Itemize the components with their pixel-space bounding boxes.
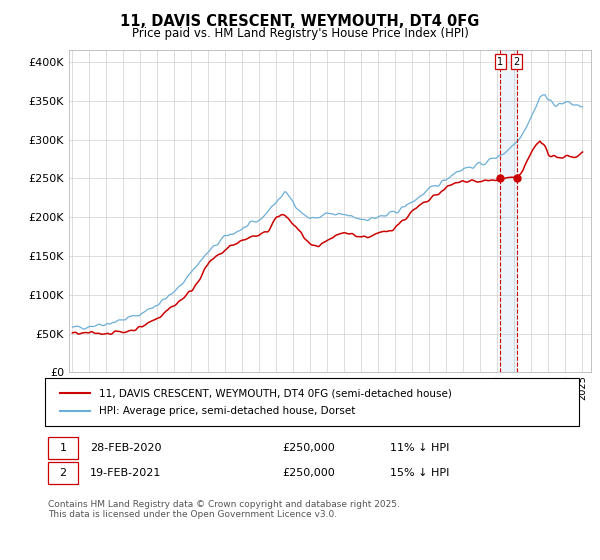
- Bar: [500, 50, 517, 372]
- Text: 1: 1: [497, 57, 503, 67]
- Text: Price paid vs. HM Land Registry's House Price Index (HPI): Price paid vs. HM Land Registry's House …: [131, 27, 469, 40]
- Text: 2: 2: [59, 468, 67, 478]
- Text: 1: 1: [59, 443, 67, 453]
- Text: Contains HM Land Registry data © Crown copyright and database right 2025.
This d: Contains HM Land Registry data © Crown c…: [48, 500, 400, 519]
- Text: 2: 2: [514, 57, 520, 67]
- Text: £250,000: £250,000: [282, 443, 335, 453]
- Text: 28-FEB-2020: 28-FEB-2020: [90, 443, 161, 453]
- Text: £250,000: £250,000: [282, 468, 335, 478]
- Text: 19-FEB-2021: 19-FEB-2021: [90, 468, 161, 478]
- Text: 11% ↓ HPI: 11% ↓ HPI: [390, 443, 449, 453]
- Text: 11, DAVIS CRESCENT, WEYMOUTH, DT4 0FG: 11, DAVIS CRESCENT, WEYMOUTH, DT4 0FG: [121, 14, 479, 29]
- Text: 15% ↓ HPI: 15% ↓ HPI: [390, 468, 449, 478]
- Text: 11, DAVIS CRESCENT, WEYMOUTH, DT4 0FG (semi-detached house): 11, DAVIS CRESCENT, WEYMOUTH, DT4 0FG (s…: [99, 389, 452, 398]
- Text: HPI: Average price, semi-detached house, Dorset: HPI: Average price, semi-detached house,…: [99, 406, 355, 416]
